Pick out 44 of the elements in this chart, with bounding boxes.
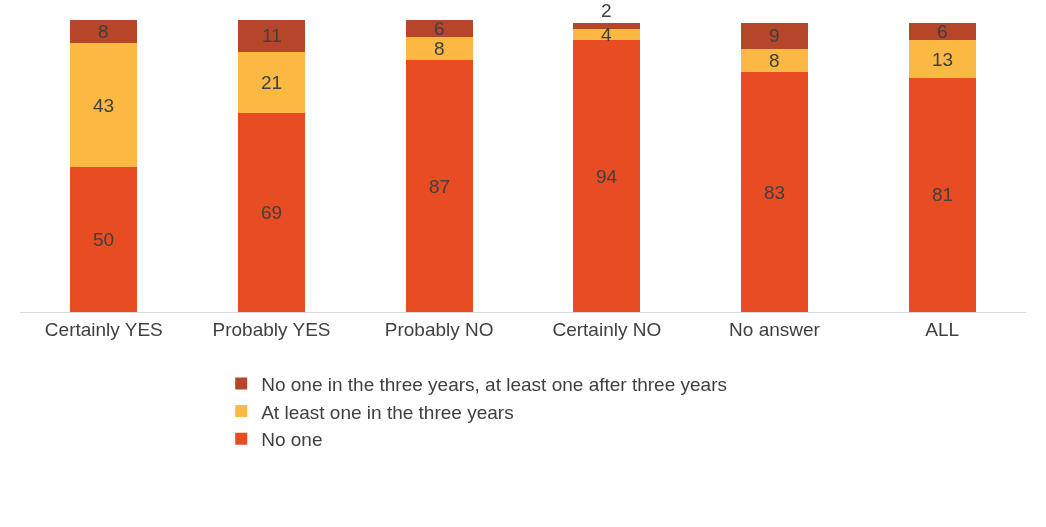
data-label: 50 bbox=[93, 229, 115, 250]
data-label: 11 bbox=[262, 25, 282, 46]
x-tick-label: Probably YES bbox=[212, 318, 331, 340]
bar bbox=[237, 112, 306, 312]
data-label: 2 bbox=[601, 0, 612, 21]
data-label: 87 bbox=[429, 176, 451, 197]
data-label: 69 bbox=[261, 202, 283, 223]
x-tick-label: ALL bbox=[925, 318, 960, 340]
data-label: 8 bbox=[98, 21, 109, 42]
bar bbox=[573, 40, 641, 312]
data-label: 6 bbox=[937, 21, 948, 42]
data-label: 81 bbox=[932, 184, 954, 205]
bar bbox=[237, 51, 306, 113]
data-label: 8 bbox=[769, 50, 780, 71]
bar bbox=[405, 20, 473, 38]
data-label: 4 bbox=[601, 24, 612, 45]
bar bbox=[70, 20, 138, 44]
data-label: 94 bbox=[596, 166, 618, 187]
bar bbox=[908, 22, 976, 41]
bar bbox=[740, 72, 809, 312]
legend-label: At least one in the three years bbox=[261, 401, 514, 423]
bar bbox=[740, 22, 809, 49]
bar bbox=[237, 20, 306, 52]
bar bbox=[70, 167, 138, 312]
data-label: 9 bbox=[769, 25, 780, 46]
x-tick-label: Certainly NO bbox=[552, 318, 662, 340]
legend-label: No one bbox=[261, 429, 323, 451]
x-tick-label: Probably NO bbox=[384, 318, 494, 340]
bar bbox=[908, 77, 976, 312]
data-label: 21 bbox=[261, 72, 283, 93]
x-tick-label: No answer bbox=[729, 318, 821, 340]
bar bbox=[70, 43, 138, 168]
bar bbox=[405, 37, 473, 61]
legend-label: No one in the three years, at least one after three years bbox=[261, 373, 727, 395]
data-label: 13 bbox=[932, 49, 954, 70]
bar bbox=[740, 48, 809, 73]
x-tick-label: Certainly YES bbox=[44, 318, 163, 340]
bar bbox=[405, 60, 473, 312]
data-label: 83 bbox=[764, 182, 786, 203]
data-label: 6 bbox=[434, 18, 445, 39]
data-label: 43 bbox=[93, 95, 115, 116]
bar bbox=[908, 40, 976, 78]
bar bbox=[573, 22, 641, 29]
data-label: 8 bbox=[434, 38, 445, 59]
